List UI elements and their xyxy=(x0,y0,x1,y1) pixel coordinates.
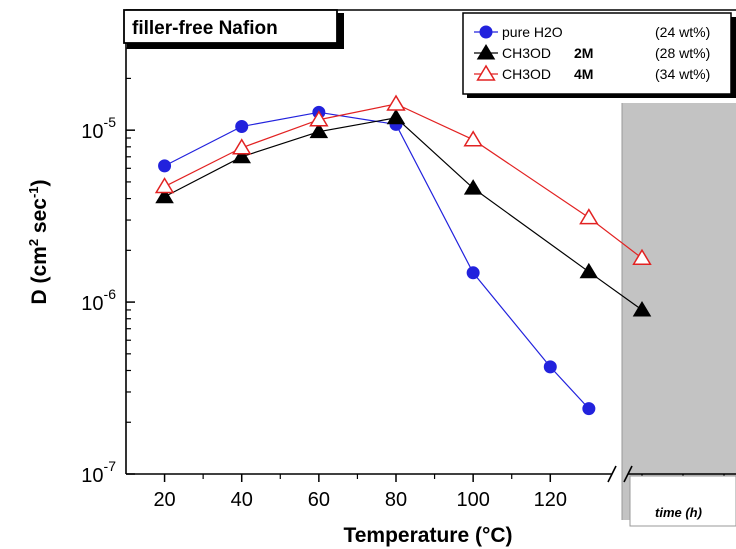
legend-swatch-marker xyxy=(479,25,493,39)
legend-label-bold: 4M xyxy=(574,66,593,82)
data-point xyxy=(386,108,406,125)
inset-title-box xyxy=(123,9,338,44)
series-line xyxy=(164,117,643,311)
legend-note: (34 wt%) xyxy=(655,66,710,82)
series-2 xyxy=(155,108,652,317)
y-tick-label: 10-7 xyxy=(81,458,116,487)
y-tick-exp: -7 xyxy=(104,458,117,474)
y-axis-title-sup1: 2 xyxy=(26,239,41,246)
data-point xyxy=(463,179,483,195)
y-axis-title: D (cm2 sec-1) xyxy=(26,179,51,304)
time-axis-label: time (h) xyxy=(655,505,702,520)
data-point xyxy=(466,266,480,280)
legend: pure H2O (24 wt%) CH3OD 2M (28 wt%) CH3OD 4M (3… xyxy=(474,24,710,82)
y-tick-exp: -5 xyxy=(104,114,117,130)
data-point xyxy=(386,94,406,111)
legend-note: (24 wt%) xyxy=(655,24,710,40)
time-label-box xyxy=(629,475,736,527)
data-point xyxy=(309,122,329,139)
data-point xyxy=(155,187,174,204)
legend-swatch-marker xyxy=(476,44,496,60)
y-ticks: 10-710-610-5 xyxy=(81,9,135,487)
data-point xyxy=(231,138,252,155)
data-point xyxy=(543,360,557,374)
data-point xyxy=(154,177,175,194)
x-tick-label: 100 xyxy=(456,489,489,511)
x-tick-label: 60 xyxy=(308,489,330,511)
y-tick-label: 10-5 xyxy=(81,114,116,143)
legend-swatch-marker xyxy=(476,64,496,81)
y-axis-title-mid: sec xyxy=(28,198,51,233)
series-line xyxy=(164,111,590,410)
x-tick-label: 80 xyxy=(385,489,407,511)
legend-label-bold: 2M xyxy=(574,45,593,61)
chart-title: filler-free Nafion xyxy=(132,18,278,39)
data-point xyxy=(582,402,596,416)
data-point xyxy=(579,208,599,225)
y-tick-label: 10-6 xyxy=(81,286,116,315)
data-point xyxy=(232,147,251,164)
legend-box xyxy=(462,12,732,95)
x-ticks: 20 40 60 80 100 120 xyxy=(153,474,567,511)
data-point xyxy=(463,130,483,147)
legend-item-1: pure H2O (24 wt%) xyxy=(474,24,710,40)
y-axis-title-sup2: -1 xyxy=(26,186,41,198)
y-tick-base: 10 xyxy=(81,465,103,487)
x-tick-label: 120 xyxy=(534,489,567,511)
legend-item-2: CH3OD 2M (28 wt%) xyxy=(474,44,710,61)
y-axis-title-main: D (cm xyxy=(28,246,51,304)
data-point xyxy=(579,262,599,279)
x-tick-label: 20 xyxy=(153,489,175,511)
y-tick-base: 10 xyxy=(81,293,103,315)
legend-label: CH3OD xyxy=(502,45,551,61)
data-point xyxy=(158,159,172,173)
axis-break-marks xyxy=(607,465,633,483)
legend-label: pure H2O xyxy=(502,24,563,40)
y-axis-title-end: ) xyxy=(28,179,51,186)
data-point xyxy=(235,120,249,134)
series-layer xyxy=(154,94,652,416)
legend-item-3: CH3OD 4M (34 wt%) xyxy=(474,64,710,82)
series-1 xyxy=(158,105,596,416)
data-point xyxy=(632,248,652,265)
legend-label: CH3OD xyxy=(502,66,551,82)
legend-note: (28 wt%) xyxy=(655,45,710,61)
data-point xyxy=(632,300,652,317)
y-tick-exp: -6 xyxy=(104,286,117,302)
series-3 xyxy=(154,94,652,265)
x-axis-title: Temperature (°C) xyxy=(343,524,512,547)
y-tick-base: 10 xyxy=(81,121,103,143)
x-tick-label: 40 xyxy=(231,489,253,511)
data-point xyxy=(309,110,329,127)
